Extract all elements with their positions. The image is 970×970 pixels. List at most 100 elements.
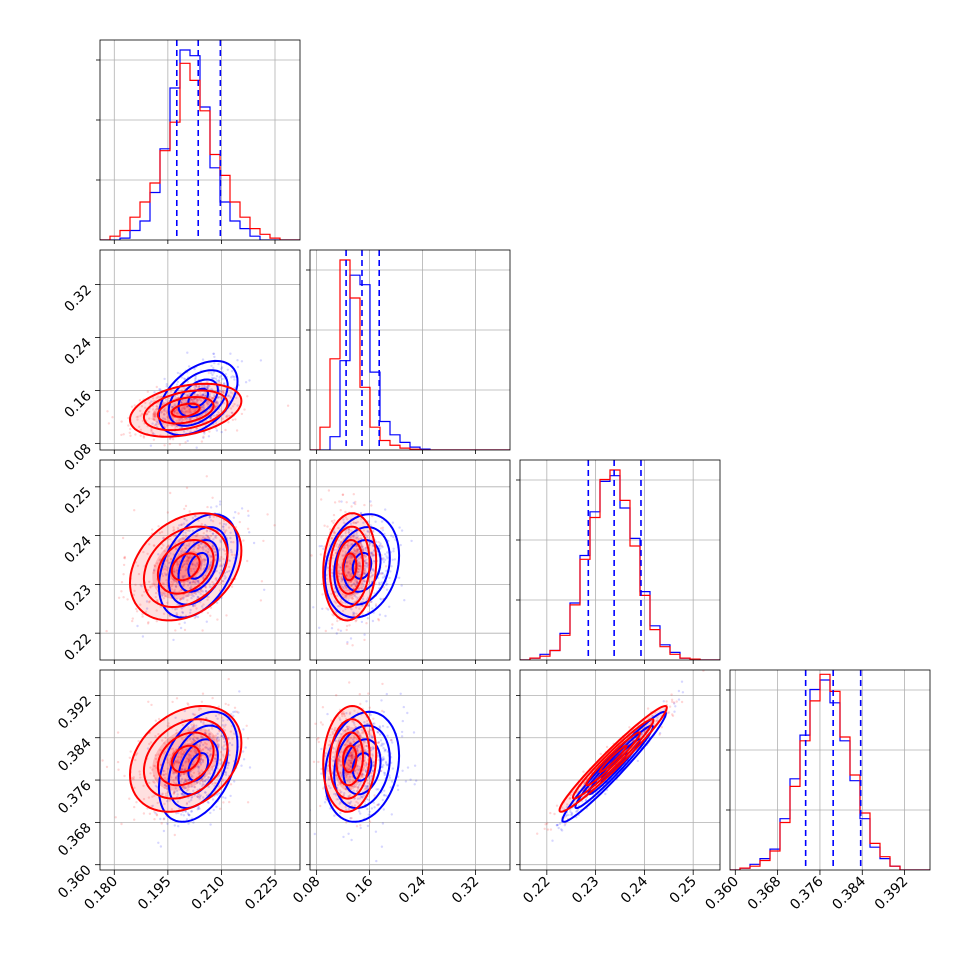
scatter-point — [365, 562, 368, 565]
scatter-point — [650, 714, 654, 718]
scatter-point — [226, 766, 229, 770]
scatter-point — [359, 564, 362, 568]
scatter-point — [167, 722, 170, 725]
scatter-point — [199, 554, 202, 557]
scatter-point — [346, 641, 349, 644]
scatter-point — [165, 568, 169, 572]
scatter-point — [183, 406, 186, 409]
scatter-point — [222, 548, 225, 551]
scatter-point — [354, 553, 358, 556]
scatter-point — [336, 546, 340, 549]
scatter-point — [356, 749, 359, 753]
scatter-point — [229, 391, 233, 394]
scatter-point — [337, 575, 340, 578]
scatter-point — [174, 548, 177, 551]
scatter-point — [180, 417, 183, 420]
scatter-point — [132, 776, 135, 779]
scatter-point — [361, 795, 364, 798]
scatter-point — [366, 763, 369, 766]
scatter-point — [324, 629, 327, 633]
scatter-point — [640, 732, 643, 735]
scatter-point — [367, 692, 370, 695]
scatter-point — [359, 812, 362, 815]
scatter-point — [173, 542, 177, 545]
scatter-point — [353, 600, 356, 604]
scatter-point — [181, 406, 184, 409]
scatter-point — [346, 565, 350, 568]
scatter-point — [236, 404, 239, 407]
scatter-point — [209, 529, 212, 533]
scatter-point — [152, 408, 155, 411]
scatter-point — [346, 518, 349, 521]
scatter-point — [209, 563, 212, 566]
scatter-point — [199, 779, 202, 782]
scatter-point — [354, 584, 357, 587]
scatter-point — [332, 530, 335, 533]
scatter-point — [199, 794, 202, 797]
scatter-point — [338, 543, 341, 547]
scatter-point — [381, 572, 385, 575]
scatter-point — [190, 562, 194, 566]
scatter-point — [134, 753, 138, 757]
scatter-point — [398, 576, 401, 579]
scatter-point — [364, 769, 367, 772]
scatter-point — [166, 791, 169, 794]
scatter-point — [116, 760, 120, 764]
scatter-point — [149, 585, 152, 588]
scatter-point — [338, 802, 341, 805]
scatter-point — [202, 406, 206, 409]
scatter-point — [208, 585, 212, 589]
scatter-point — [221, 779, 224, 782]
scatter-point — [576, 809, 579, 813]
scatter-point — [384, 614, 387, 618]
scatter-point — [348, 712, 352, 715]
scatter-point — [349, 762, 353, 765]
scatter-point — [208, 772, 212, 775]
scatter-point — [181, 749, 184, 752]
scatter-point — [556, 823, 560, 827]
scatter-point — [220, 556, 223, 559]
scatter-point — [189, 608, 192, 612]
contour-series-1 — [342, 744, 358, 774]
scatter-point — [139, 428, 142, 431]
scatter-point — [192, 738, 195, 741]
scatter-point — [135, 752, 139, 755]
scatter-point — [348, 567, 351, 571]
scatter-point — [347, 588, 350, 592]
scatter-point — [332, 764, 335, 767]
scatter-point — [175, 585, 178, 588]
scatter-point — [154, 757, 158, 761]
scatter-point — [382, 758, 385, 762]
scatter-point — [166, 759, 169, 762]
scatter-point — [330, 520, 334, 523]
scatter-point — [358, 734, 362, 737]
scatter-point — [357, 561, 360, 565]
scatter-point — [333, 792, 336, 796]
scatter-point — [223, 574, 226, 577]
scatter-point — [173, 411, 176, 414]
scatter-point — [313, 832, 316, 836]
scatter-point — [133, 589, 136, 593]
scatter-point — [173, 790, 176, 794]
scatter-point — [381, 757, 384, 760]
scatter-point — [131, 619, 134, 623]
scatter-point — [231, 375, 234, 378]
scatter-point — [184, 810, 187, 813]
scatter-point — [173, 570, 176, 574]
scatter-point — [673, 710, 676, 713]
scatter-point — [188, 542, 191, 545]
scatter-point — [673, 702, 676, 705]
scatter-point — [219, 565, 222, 568]
scatter-point — [365, 744, 368, 747]
scatter-point — [219, 375, 222, 378]
scatter-point — [169, 437, 172, 441]
scatter-point — [155, 814, 159, 817]
scatter-point — [330, 627, 334, 630]
scatter-point — [195, 398, 199, 401]
scatter-point — [389, 570, 392, 573]
scatter-point — [219, 569, 223, 572]
scatter-point — [162, 818, 166, 821]
scatter-point — [163, 567, 167, 571]
scatter-point — [163, 407, 167, 410]
scatter-point — [157, 841, 160, 844]
